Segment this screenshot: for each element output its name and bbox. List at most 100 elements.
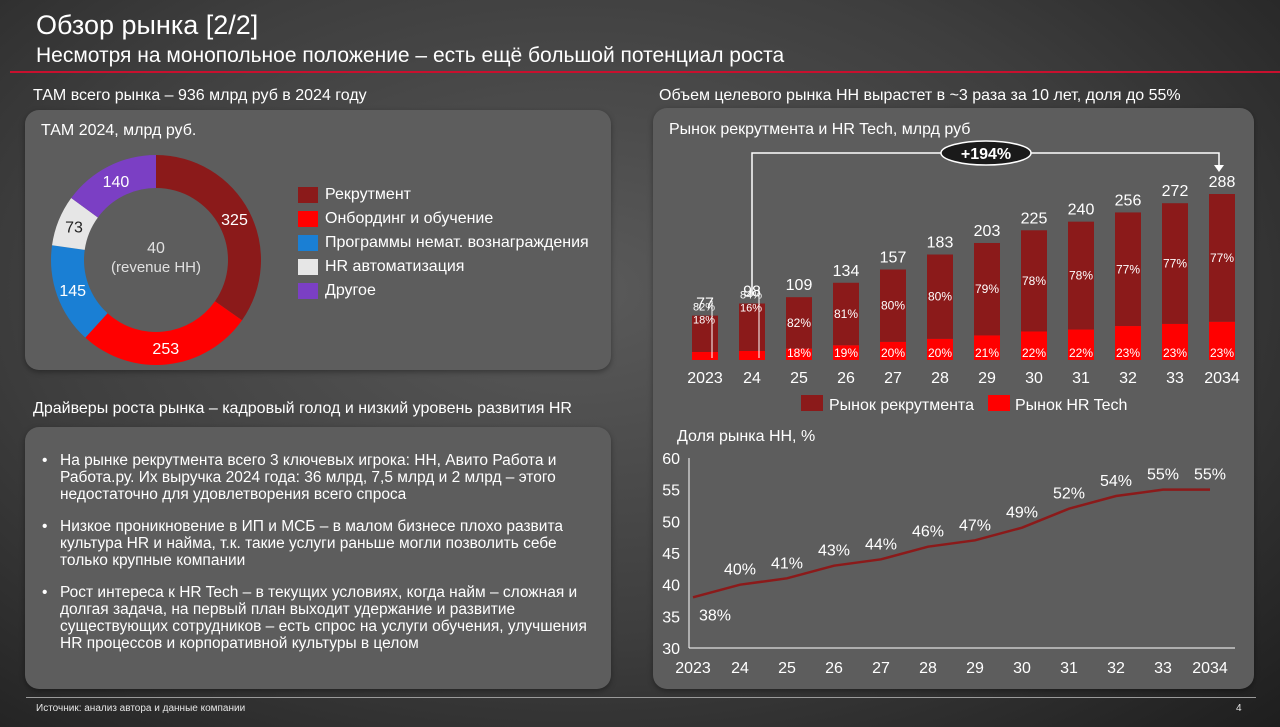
bar-recruitment	[1021, 230, 1047, 332]
bar-total-label: 225	[1021, 210, 1048, 227]
share-label-recruitment: 81%	[834, 307, 858, 321]
bar-recruitment	[974, 242, 1000, 336]
share-label-hrtech: 16%	[740, 303, 762, 315]
page-title: Обзор рынка [2/2]	[36, 10, 259, 40]
y-tick-label: 60	[662, 451, 680, 468]
market-heading: Объем целевого рынка HH вырастет в ~3 ра…	[659, 87, 1181, 104]
driver-bullet-3: Рост интереса к HR Tech – в текущих усло…	[40, 584, 602, 652]
legend-swatch-recruitment	[801, 395, 823, 411]
legend-label-recruitment: Рынок рекрутмента	[829, 397, 974, 414]
x-tick-label: 2023	[687, 370, 723, 387]
donut-slices: 325 253 145 73 140	[51, 155, 262, 365]
y-tick-label: 30	[662, 641, 680, 658]
donut-slice	[52, 198, 98, 250]
legend-item: HR автоматизация	[298, 258, 464, 276]
bar-hrtech	[1162, 323, 1188, 360]
x-tick-label: 28	[919, 660, 937, 677]
donut-center-label: (revenue HH)	[111, 259, 201, 276]
donut-slice	[85, 301, 243, 365]
legend-item: Рекрутмент	[298, 186, 411, 204]
line-chart-title: Доля рынка HH, %	[677, 428, 815, 445]
x-tick-label: 33	[1166, 370, 1184, 387]
bar-hrtech	[880, 341, 906, 360]
bar-recruitment	[1162, 203, 1188, 324]
line-value-label: 38%	[699, 607, 731, 624]
donut-slice	[71, 155, 156, 218]
share-label-recruitment: 82%	[693, 302, 715, 314]
donut-value-label: 140	[103, 174, 130, 191]
share-label-hrtech: 22%	[1069, 346, 1093, 360]
page-subtitle: Несмотря на монопольное положение – есть…	[36, 44, 785, 67]
driver-bullet-1: На рынке рекрутмента всего 3 ключевых иг…	[40, 452, 602, 503]
line-value-label: 52%	[1053, 486, 1085, 503]
page-number: 4	[1236, 703, 1242, 714]
share-label-recruitment: 80%	[928, 290, 952, 304]
bar-recruitment	[1115, 212, 1141, 327]
x-tick-label: 32	[1107, 660, 1125, 677]
bar-hrtech	[692, 352, 718, 360]
share-label-recruitment: 77%	[1163, 257, 1187, 271]
share-label-hrtech: 18%	[787, 346, 811, 360]
bar-total-label: 240	[1068, 202, 1095, 219]
line-value-label: 46%	[912, 524, 944, 541]
x-tick-label: 2034	[1204, 370, 1240, 387]
x-tick-label: 33	[1154, 660, 1172, 677]
drivers-list: На рынке рекрутмента всего 3 ключевых иг…	[40, 452, 602, 667]
bar-hrtech	[1021, 331, 1047, 360]
donut-value-label: 325	[221, 212, 248, 229]
y-tick-label: 45	[662, 546, 680, 563]
share-label-recruitment: 77%	[1116, 262, 1140, 276]
donut-center-value: 40	[147, 240, 165, 257]
x-tick-label: 30	[1013, 660, 1031, 677]
share-label-hrtech: 18%	[693, 315, 715, 327]
line-value-label: 47%	[959, 517, 991, 534]
x-tick-label: 24	[731, 660, 749, 677]
legend-item: Онбординг и обучение	[298, 210, 493, 228]
bar-total-label: 134	[833, 263, 860, 280]
legend-swatch	[298, 235, 318, 251]
x-tick-label: 2034	[1192, 660, 1228, 677]
share-label-recruitment: 82%	[787, 316, 811, 330]
tam-donut-chart: 325 253 145 73 140 40 (revenue HH)	[51, 155, 262, 365]
bar-total-label: 183	[927, 235, 954, 252]
share-label-recruitment: 84%	[740, 290, 762, 302]
legend-swatch	[298, 259, 318, 275]
bar-total-label: 272	[1162, 183, 1189, 200]
legend-label: Другое	[325, 282, 376, 299]
line-value-label: 43%	[818, 543, 850, 560]
legend-swatch-hrtech	[988, 395, 1010, 411]
market-charts: Рынок рекрутмента и HR Tech, млрд руб +1…	[662, 121, 1240, 677]
x-tick-label: 30	[1025, 370, 1043, 387]
legend-swatch	[298, 283, 318, 299]
bar-total-label: 157	[880, 250, 907, 267]
line-value-label: 44%	[865, 536, 897, 553]
bar-hrtech	[1068, 329, 1094, 360]
x-tick-label: 27	[884, 370, 902, 387]
share-label-recruitment: 79%	[975, 282, 999, 296]
share-label-recruitment: 77%	[1210, 251, 1234, 265]
footer-source: Источник: анализ автора и данные компани…	[36, 703, 246, 714]
driver-bullet-2: Низкое проникновение в ИП и МСБ – в мало…	[40, 518, 602, 569]
share-label-hrtech: 20%	[928, 346, 952, 360]
legend-label: Онбординг и обучение	[325, 210, 494, 227]
share-label-hrtech: 19%	[834, 346, 858, 360]
bar-recruitment	[1209, 194, 1235, 322]
bar-recruitment	[927, 254, 953, 339]
line-value-label: 54%	[1100, 473, 1132, 490]
donut-slice	[156, 155, 262, 321]
line-value-label: 55%	[1147, 467, 1179, 484]
x-tick-label: 25	[778, 660, 796, 677]
bar-recruitment	[786, 297, 812, 349]
tam-panel-title: ТАМ 2024, млрд руб.	[41, 122, 197, 139]
x-tick-label: 2023	[675, 660, 711, 677]
bar-recruitment	[880, 269, 906, 342]
legend-label: Программы немат. вознаграждения	[325, 234, 589, 251]
x-tick-label: 27	[872, 660, 890, 677]
donut-value-label: 145	[59, 283, 86, 300]
donut-slice	[51, 245, 108, 338]
bar-total-label: 203	[974, 223, 1001, 240]
bar-chart-title: Рынок рекрутмента и HR Tech, млрд руб	[669, 121, 970, 138]
bar-total-label: 77	[696, 296, 714, 313]
bar-hrtech	[927, 338, 953, 360]
x-tick-label: 31	[1072, 370, 1090, 387]
